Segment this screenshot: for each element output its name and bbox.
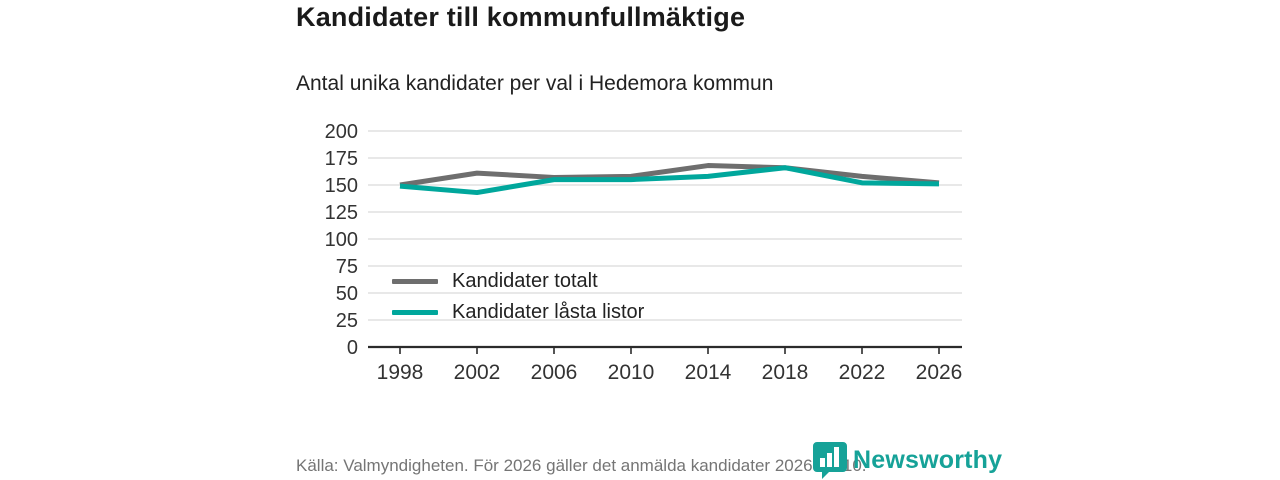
speech-bubble-bar-chart-icon [813, 442, 847, 479]
x-tick-label: 2018 [762, 361, 809, 384]
y-tick-label: 175 [325, 148, 358, 170]
x-tick-label: 1998 [377, 361, 424, 384]
chart-legend: Kandidater totalt Kandidater låsta listo… [392, 266, 644, 328]
newsworthy-logo: Newsworthy [812, 441, 1002, 479]
y-tick-label: 200 [325, 121, 358, 143]
chart-subtitle: Antal unika kandidater per val i Hedemor… [296, 72, 774, 95]
y-tick-label: 150 [325, 175, 358, 197]
legend-swatch-locked [392, 310, 438, 315]
line-chart: 0 25 50 75 100 125 150 175 200 1998 2002 2006 2010 20… [325, 121, 963, 384]
x-tick-label: 2026 [916, 361, 963, 384]
legend-item-total: Kandidater totalt [392, 266, 644, 297]
legend-label-locked: Kandidater låsta listor [452, 301, 645, 323]
legend-item-locked: Kandidater låsta listor [392, 297, 644, 328]
x-tick-label: 2022 [839, 361, 886, 384]
x-tick-label: 2002 [454, 361, 501, 384]
y-tick-label: 100 [325, 229, 358, 251]
y-tick-label: 75 [336, 256, 358, 278]
x-tick-label: 2010 [608, 361, 655, 384]
page-title: Kandidater till kommunfullmäktige [296, 2, 746, 32]
series-line-kandidater-totalt [399, 163, 940, 188]
source-note: Källa: Valmyndigheten. För 2026 gäller d… [296, 456, 867, 475]
y-tick-label: 125 [325, 202, 358, 224]
x-tick-label: 2014 [685, 361, 732, 384]
y-tick-label: 25 [336, 310, 358, 332]
x-tick-label: 2006 [531, 361, 578, 384]
series-line-kandidater-l-sta-listor [399, 165, 940, 196]
legend-swatch-total [392, 279, 438, 284]
legend-label-total: Kandidater totalt [452, 270, 598, 292]
newsworthy-logo-text: Newsworthy [853, 445, 1003, 474]
y-tick-label: 50 [336, 283, 358, 305]
y-tick-label: 0 [347, 337, 358, 359]
